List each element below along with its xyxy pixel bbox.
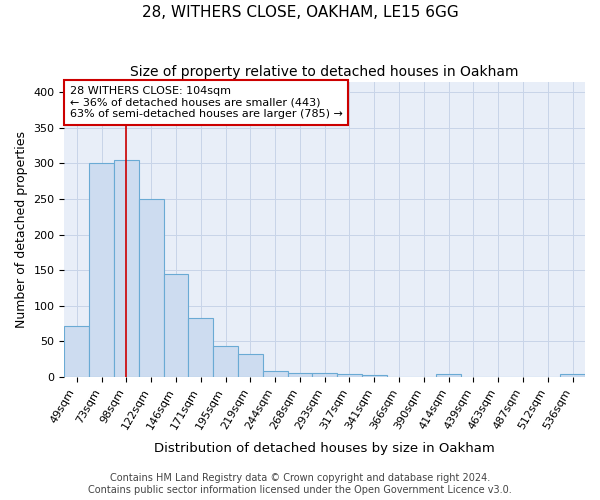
Bar xyxy=(64,326,89,377)
Bar xyxy=(263,370,287,377)
Bar xyxy=(313,373,337,377)
Bar xyxy=(164,274,188,377)
Bar xyxy=(287,373,313,377)
Y-axis label: Number of detached properties: Number of detached properties xyxy=(15,131,28,328)
X-axis label: Distribution of detached houses by size in Oakham: Distribution of detached houses by size … xyxy=(154,442,495,455)
Bar xyxy=(337,374,362,377)
Bar xyxy=(238,354,263,377)
Bar xyxy=(560,374,585,377)
Bar xyxy=(436,374,461,377)
Bar xyxy=(362,375,386,377)
Text: 28, WITHERS CLOSE, OAKHAM, LE15 6GG: 28, WITHERS CLOSE, OAKHAM, LE15 6GG xyxy=(142,5,458,20)
Title: Size of property relative to detached houses in Oakham: Size of property relative to detached ho… xyxy=(130,65,519,79)
Bar xyxy=(188,318,213,377)
Bar xyxy=(89,164,114,377)
Text: 28 WITHERS CLOSE: 104sqm
← 36% of detached houses are smaller (443)
63% of semi-: 28 WITHERS CLOSE: 104sqm ← 36% of detach… xyxy=(70,86,343,119)
Bar xyxy=(139,199,164,377)
Bar xyxy=(213,346,238,377)
Text: Contains HM Land Registry data © Crown copyright and database right 2024.
Contai: Contains HM Land Registry data © Crown c… xyxy=(88,474,512,495)
Bar xyxy=(114,160,139,377)
